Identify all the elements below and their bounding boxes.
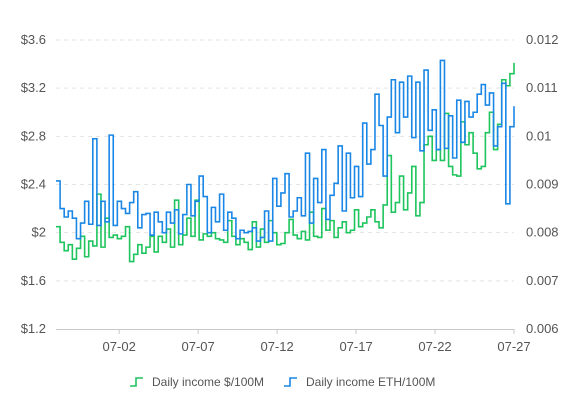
legend-label[interactable]: Daily income ETH/100M [306, 375, 435, 389]
y-left-tick-label: $2 [32, 225, 46, 240]
y-left-tick-label: $1.2 [21, 321, 46, 336]
axes: $1.2 0.006 $1.6 0.007 $2 0.008 $2.4 0.009 $2.8 0.… [21, 32, 559, 354]
x-tick-label: 07-12 [260, 339, 293, 354]
x-tick-label: 07-27 [497, 339, 530, 354]
y-right-tick-label: 0.009 [526, 177, 559, 192]
y-right-tick-label: 0.011 [526, 80, 558, 95]
x-tick-label: 07-22 [418, 339, 451, 354]
legend-swatch [130, 377, 143, 387]
y-left-tick-label: $2.8 [21, 128, 46, 143]
y-right-tick-label: 0.007 [526, 273, 559, 288]
legend-label[interactable]: Daily income $/100M [152, 375, 264, 389]
x-tick-label: 07-02 [103, 339, 136, 354]
y-right-tick-label: 0.01 [526, 128, 551, 143]
y-right-tick-label: 0.008 [526, 225, 559, 240]
y-left-tick-label: $1.6 [21, 273, 46, 288]
legend-swatch [284, 377, 297, 387]
x-tick-label: 07-07 [182, 339, 215, 354]
series-line-eth [56, 59, 515, 242]
y-right-tick-label: 0.006 [526, 321, 559, 336]
grid-lines [56, 39, 514, 282]
x-tick-label: 07-17 [339, 339, 372, 354]
series-lines [56, 59, 515, 263]
y-left-tick-label: $3.6 [21, 32, 46, 47]
legend: Daily income $/100M Daily income ETH/100M [130, 375, 435, 389]
series-line-usd [56, 62, 515, 263]
y-left-tick-label: $3.2 [21, 80, 46, 95]
y-right-tick-label: 0.012 [526, 32, 559, 47]
y-left-tick-label: $2.4 [21, 177, 46, 192]
